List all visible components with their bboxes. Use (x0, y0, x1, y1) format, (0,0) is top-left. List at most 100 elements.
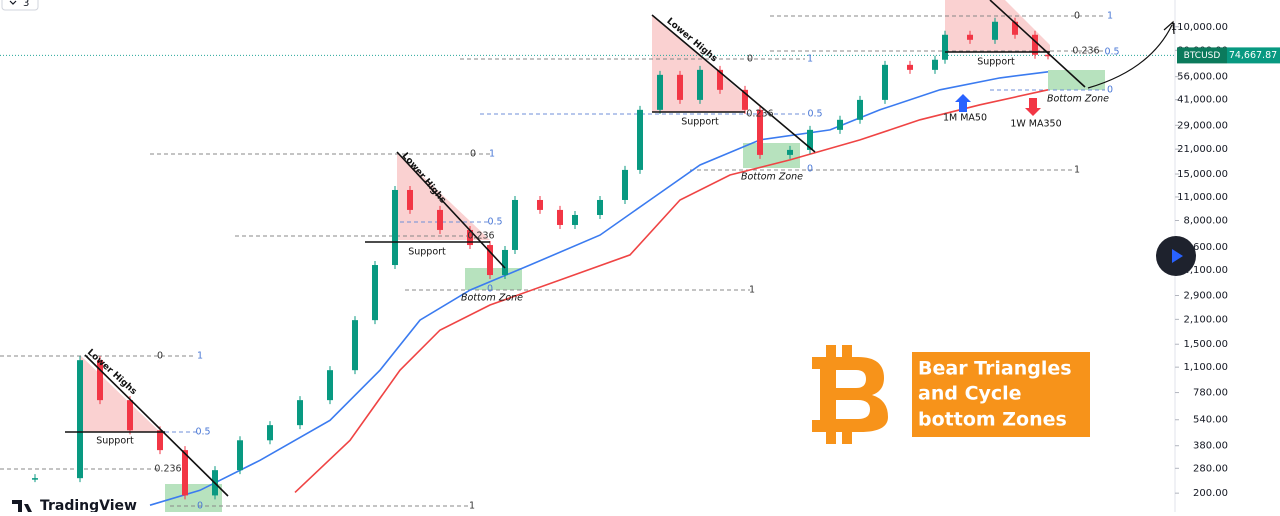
symbol-tag (1177, 47, 1227, 64)
candle (267, 425, 273, 441)
y-tick-label: 29,000.00 (1177, 120, 1228, 131)
title-line: Bear Triangles (918, 358, 1072, 380)
candle (697, 69, 703, 100)
candle (372, 265, 378, 321)
candle (907, 64, 913, 70)
ma50-arrow (955, 94, 971, 112)
candle (572, 214, 578, 225)
annotation: 1 (807, 54, 813, 65)
annotation: 0 (807, 164, 813, 175)
candle (392, 189, 398, 266)
annotation: Support (408, 247, 446, 258)
candle (352, 320, 358, 371)
trend-line (651, 14, 816, 153)
title-line: bottom Zones (918, 409, 1067, 431)
candle (327, 370, 333, 401)
candle (487, 245, 493, 276)
candle (182, 450, 188, 496)
candle (677, 74, 683, 100)
candle (932, 59, 938, 70)
annotation: 0 (1107, 85, 1113, 96)
y-tick-label: 15,000.00 (1177, 169, 1228, 180)
candle (992, 21, 998, 40)
y-tick-label: 200.00 (1193, 488, 1228, 499)
annotation: 0 (470, 149, 476, 160)
annotation: 0 (747, 54, 753, 65)
candle (1032, 34, 1038, 55)
candle (407, 189, 413, 210)
plot: 110,000.0080,000.0056,000.0041,000.0029,… (0, 0, 1228, 512)
candle (1045, 54, 1051, 57)
candle (97, 360, 103, 401)
title-box (912, 352, 1090, 437)
candle (467, 229, 473, 246)
candle (537, 199, 543, 210)
ma-label: 1W MA350 (1010, 119, 1061, 130)
annotation: 0 (1074, 11, 1080, 22)
y-tick-label: 11,000.00 (1177, 192, 1228, 203)
annotation: Support (977, 57, 1015, 68)
annotation: Bottom Zone (461, 293, 523, 304)
candle (757, 109, 763, 155)
toolbar-button[interactable]: 3 (1, 0, 39, 11)
candle (622, 169, 628, 200)
price-tag (1227, 47, 1280, 64)
annotation: 0.236 (467, 231, 494, 242)
title-line: and Cycle (918, 383, 1022, 405)
candle (32, 478, 38, 480)
ma350-arrow (1025, 98, 1041, 116)
annotation: 1 (1074, 165, 1080, 176)
candle (502, 249, 508, 276)
annotation: Support (681, 117, 719, 128)
annotation: Bottom Zone (741, 172, 803, 183)
annotation: 0.236 (1072, 46, 1099, 57)
y-tick-label: 540.00 (1193, 415, 1228, 426)
annotation: 0.236 (154, 464, 181, 475)
annotation: 0.236 (746, 109, 773, 120)
toolbar-count: 3 (23, 0, 29, 9)
candle (657, 74, 663, 110)
annotation: 1 (749, 285, 755, 296)
trend-line (84, 354, 229, 497)
y-tick-label: 21,000.00 (1177, 144, 1228, 155)
candle (237, 440, 243, 471)
candle (437, 209, 443, 230)
y-tick-label: 8,000.00 (1183, 215, 1228, 226)
brand-name: TradingView (40, 498, 137, 512)
candle (297, 400, 303, 426)
candle (157, 430, 163, 451)
candle (717, 69, 723, 90)
play-button[interactable] (1156, 236, 1196, 276)
candle (77, 360, 83, 479)
annotation: 0.5 (487, 217, 502, 228)
y-tick-label: 56,000.00 (1177, 72, 1228, 83)
projection-arrow (1087, 20, 1175, 89)
annotation: 1 (469, 501, 475, 512)
candle (837, 119, 843, 130)
annotation: 0.5 (195, 427, 210, 438)
price-label: 74,667.87 (1229, 50, 1277, 61)
bear-triangle-zone (397, 152, 490, 240)
annotation: 0 (197, 501, 203, 512)
trend-line (989, 0, 1086, 88)
candle (742, 89, 748, 110)
y-tick-label: 41,000.00 (1177, 95, 1228, 106)
candle (597, 199, 603, 215)
candle (512, 199, 518, 250)
annotation: 0 (487, 284, 493, 295)
y-tick-label: 4,100.00 (1183, 265, 1228, 276)
y-tick-label: 280.00 (1193, 463, 1228, 474)
y-tick-label: 380.00 (1193, 441, 1228, 452)
annotation: 1 (1107, 11, 1113, 22)
y-tick-label: 110,000.00 (1171, 22, 1228, 33)
annotation: Support (96, 436, 134, 447)
y-tick-label: 2,100.00 (1183, 314, 1228, 325)
candle (557, 209, 563, 225)
candle (1012, 21, 1018, 35)
annotation: 0 (157, 351, 163, 362)
bitcoin-logo (812, 345, 888, 444)
ma-label: 1M MA50 (943, 113, 987, 124)
brand: TradingView (12, 498, 137, 514)
moving-average-line (149, 71, 1049, 506)
